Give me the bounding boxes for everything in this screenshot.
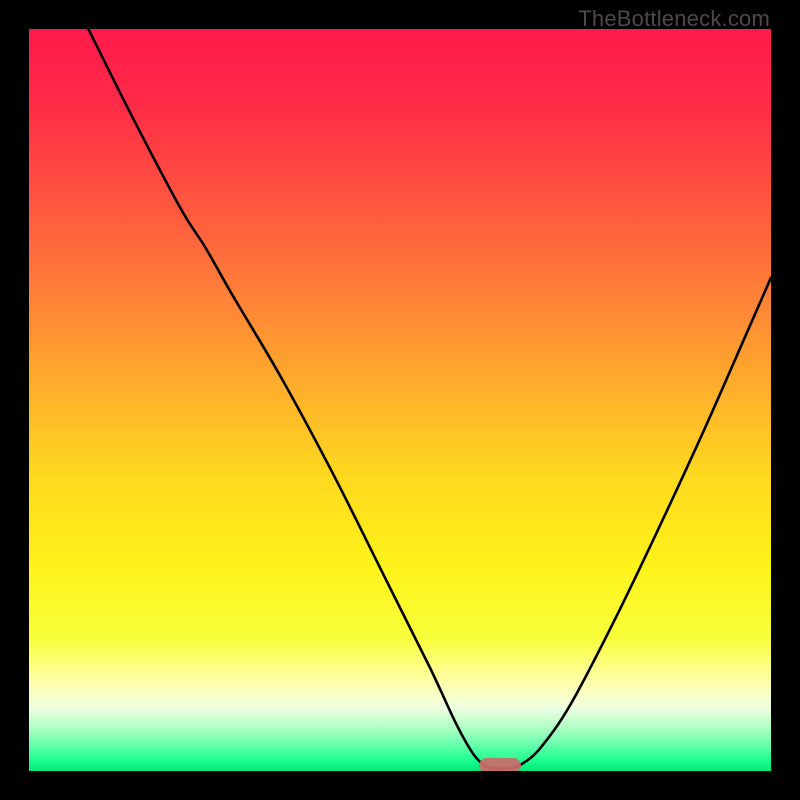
optimal-marker — [479, 758, 521, 771]
plot-area — [29, 29, 771, 771]
chart-frame: TheBottleneck.com — [0, 0, 800, 800]
watermark-label: TheBottleneck.com — [578, 6, 770, 32]
bottleneck-curve — [29, 29, 771, 771]
